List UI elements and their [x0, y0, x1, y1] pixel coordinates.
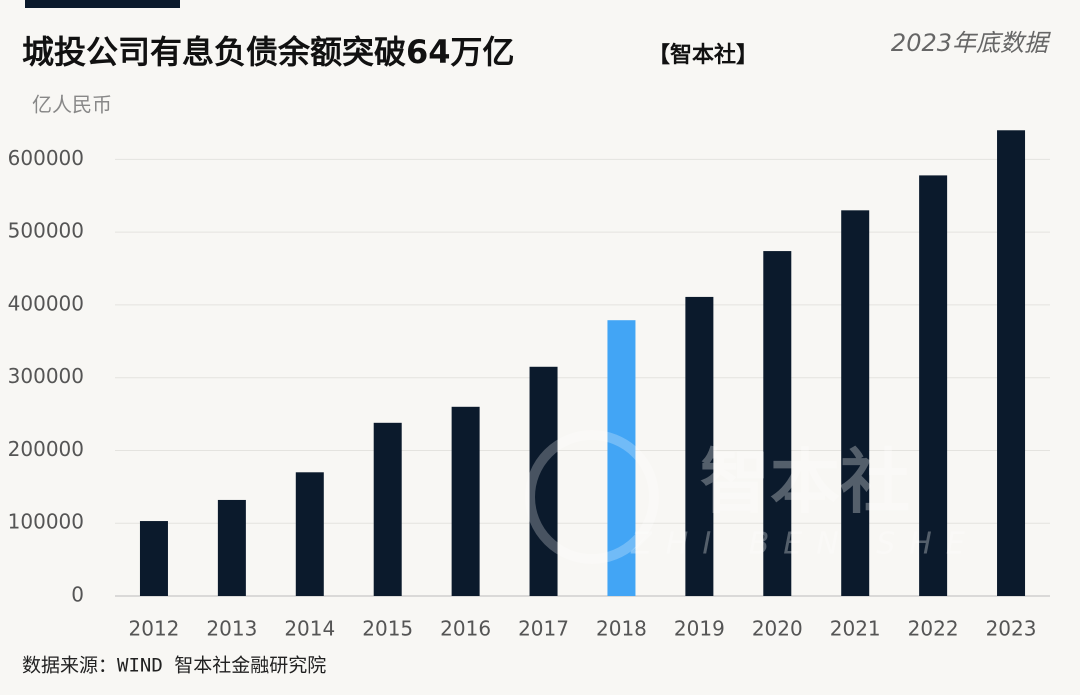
x-tick-label: 2022 — [908, 617, 959, 641]
y-tick-label: 0 — [71, 583, 84, 607]
title-tag: 【智本社】 — [648, 42, 758, 68]
watermark-sub: ZHI BEN SHE — [630, 527, 979, 562]
x-tick-label: 2013 — [206, 617, 257, 641]
x-tick-label: 2018 — [596, 617, 647, 641]
bar — [139, 521, 168, 596]
bar — [841, 210, 870, 597]
y-tick-label: 600000 — [8, 146, 84, 170]
bar — [997, 130, 1026, 596]
bar — [451, 406, 480, 596]
bar — [295, 472, 324, 596]
x-tick-label: 2014 — [284, 617, 335, 641]
y-tick-label: 200000 — [8, 437, 84, 461]
y-tick-label: 400000 — [8, 291, 84, 315]
x-tick-label: 2021 — [830, 617, 881, 641]
x-tick-label: 2019 — [674, 617, 725, 641]
y-tick-label: 500000 — [8, 219, 84, 243]
chart-subtitle: 2023年底数据 — [891, 29, 1051, 57]
x-tick-label: 2020 — [752, 617, 803, 641]
x-tick-label: 2016 — [440, 617, 491, 641]
bar — [919, 175, 948, 596]
top-accent — [25, 0, 180, 8]
x-tick-label: 2023 — [986, 617, 1037, 641]
bar — [607, 320, 636, 596]
x-tick-label: 2015 — [362, 617, 413, 641]
bar — [685, 296, 714, 596]
bar — [763, 251, 792, 596]
bar — [217, 499, 246, 596]
x-tick-label: 2012 — [129, 617, 180, 641]
bar — [529, 366, 558, 596]
source: 数据来源：WIND 智本社金融研究院 — [22, 655, 326, 677]
watermark-logo — [525, 430, 659, 564]
watermark: 智本社 — [700, 441, 910, 523]
y-tick-label: 300000 — [8, 364, 84, 388]
y-axis-label: 亿人民币 — [32, 93, 112, 117]
x-tick-label: 2017 — [518, 617, 569, 641]
bar — [373, 422, 402, 596]
chart-title: 城投公司有息负债余额突破64万亿 — [22, 33, 515, 71]
y-tick-label: 100000 — [8, 510, 84, 534]
